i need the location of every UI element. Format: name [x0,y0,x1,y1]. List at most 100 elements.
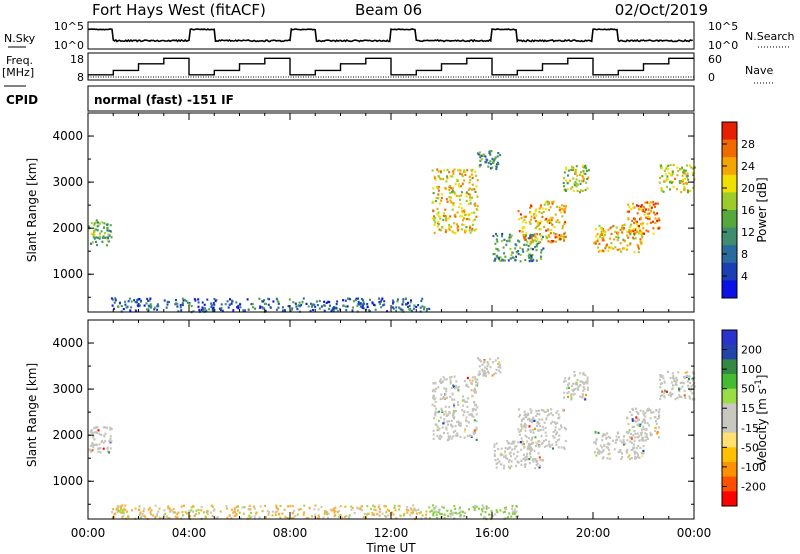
echo-cell [408,304,411,307]
echo-cell [98,443,101,446]
echo-cell [109,447,112,450]
echo-cell [134,301,137,304]
echo-cell [565,179,568,182]
echo-cell [533,216,536,219]
echo-cell [514,508,516,511]
echo-cell [641,436,644,439]
echo-cell [689,381,691,384]
echo-cell [92,236,95,239]
echo-cell [403,512,406,515]
echo-cell [543,219,546,222]
echo-cell [555,411,558,414]
echo-cell [362,301,365,304]
echo-cell [600,233,603,236]
echo-cell [639,216,642,219]
echo-cell [528,417,530,420]
echo-cell [572,166,575,169]
echo-cell [637,444,640,448]
echo-cell [448,223,451,227]
echo-cell [548,219,551,222]
echo-cell [606,244,608,247]
colorbar-swatch [722,192,737,211]
echo-cell [263,307,266,310]
echo-cell [433,417,436,420]
echo-cell [449,512,452,515]
echo-cell [649,409,652,412]
echo-cell [340,516,343,519]
echo-cell [470,412,473,416]
echo-cell [236,505,239,508]
echo-cell [106,446,109,449]
echo-cell [412,504,415,507]
echo-cell [507,447,510,450]
echo-cell [334,510,337,513]
echo-cell [594,228,597,231]
echo-cell [509,257,512,260]
echo-cell [469,225,472,228]
echo-cell [96,225,99,228]
echo-cell [574,181,577,184]
echo-cell [356,304,359,307]
echo-cell [106,244,108,247]
echo-cell [475,428,478,431]
echo-cell [476,204,479,208]
echo-cell [183,298,186,301]
echo-cell [598,452,601,455]
echo-cell [633,233,636,236]
echo-cell [121,510,124,513]
echo-cell [93,237,96,240]
echo-cell [565,166,568,169]
echo-cell [413,509,416,512]
echo-cell [649,434,652,437]
echo-cell [541,235,544,238]
echo-cell [658,181,661,184]
echo-cell [641,232,644,235]
echo-cell [229,298,231,301]
echo-cell [456,512,459,515]
echo-cell [95,228,98,231]
echo-cell [528,425,531,428]
echo-cell [473,507,476,510]
echo-cell [517,514,520,517]
echo-cell [496,458,499,461]
echo-cell [642,227,645,230]
echo-cell [357,303,360,306]
echo-cell [500,447,503,450]
echo-cell [494,459,497,462]
echo-cell [468,508,470,511]
echo-cell [576,378,579,382]
echo-cell [506,240,509,243]
echo-cell [644,415,647,418]
echo-cell [443,169,446,172]
echo-cell [489,160,492,163]
echo-cell [419,306,422,309]
echo-cell [461,399,464,402]
echo-cell [92,435,94,438]
echo-cell [281,512,284,515]
echo-cell [473,229,476,232]
echo-cell [380,306,383,309]
echo-cell [494,157,497,160]
echo-cell [124,509,127,512]
echo-cell [475,505,478,508]
echo-cell [480,513,483,516]
echo-cell [549,408,552,411]
search-tick-bottom: 10^0 [708,39,738,52]
echo-cell [607,435,610,439]
echo-cell [479,154,482,157]
echo-cell [564,235,567,238]
echo-cell [455,194,458,197]
echo-cell [487,372,490,375]
echo-cell [517,428,520,431]
freq-tick-bottom: 8 [77,71,84,84]
echo-cell [476,378,479,381]
echo-cell [643,206,646,209]
echo-cell [647,217,649,220]
echo-cell [483,515,486,519]
echo-cell [507,239,510,242]
echo-cell [450,196,453,199]
echo-cell [594,241,597,244]
echo-cell [518,430,521,433]
echo-cell [629,226,632,229]
